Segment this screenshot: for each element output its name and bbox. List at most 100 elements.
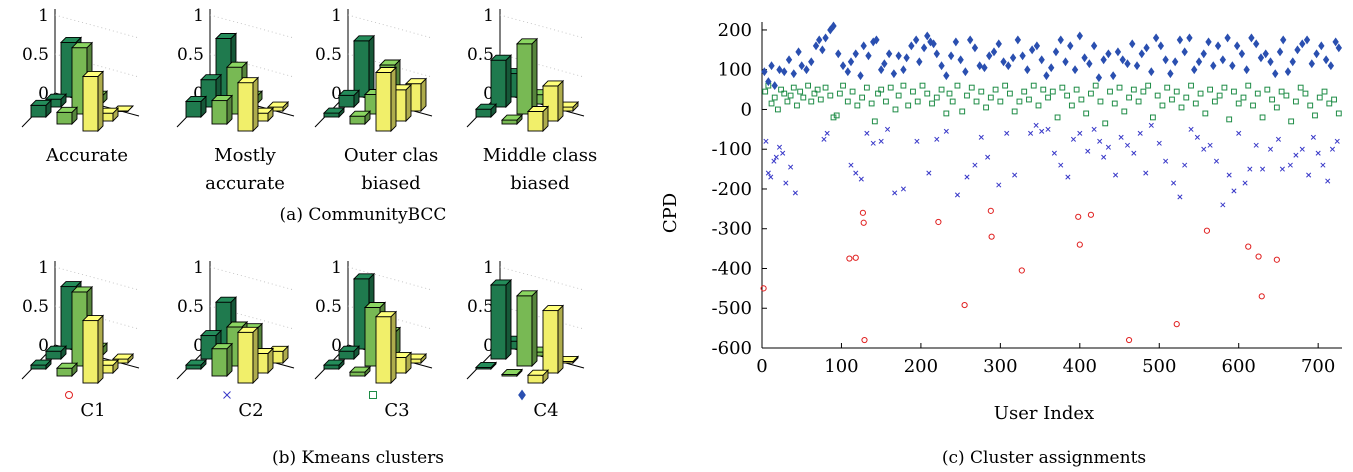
bar-r2-c1: [489, 278, 513, 361]
bar-r3-c3: [374, 310, 398, 385]
z-gridline: [54, 53, 140, 78]
bar-side-face: [252, 326, 259, 385]
point-c4: [1233, 41, 1241, 51]
point-c4: [1110, 71, 1117, 81]
point-c2-stroke: [864, 130, 870, 136]
bar-top-face: [44, 93, 68, 100]
point-c2-stroke: [1325, 178, 1331, 184]
point-c3: [781, 90, 788, 97]
point-c3: [800, 94, 807, 101]
bar-r3-c2: [348, 110, 372, 126]
subplot-label-a-2: accurate: [205, 173, 285, 194]
point-c4: [785, 55, 793, 65]
z-gridline: [499, 266, 585, 291]
point-c4: [1181, 47, 1188, 57]
point-c2-stroke: [926, 170, 932, 176]
point-c3: [1021, 88, 1028, 95]
point-c2: [1045, 126, 1051, 132]
point-c1: [859, 209, 867, 216]
subplot-a-1: 00.51: [21, 6, 140, 133]
point-c2-stroke: [1148, 122, 1154, 128]
point-c2: [780, 150, 786, 156]
point-c2: [824, 130, 830, 136]
point-c2: [954, 192, 961, 198]
point-c4: [790, 69, 797, 79]
point-c3: [887, 84, 894, 91]
bar-top-face: [210, 343, 234, 350]
y-tick-label: -300: [712, 219, 752, 240]
point-c2: [1124, 142, 1131, 148]
point-c2: [1259, 166, 1266, 172]
point-c4: [816, 35, 823, 45]
point-c2-stroke: [1231, 188, 1237, 194]
bar-front-face: [338, 350, 355, 360]
legend-label-c4: C4: [533, 400, 558, 421]
bar-front-face: [490, 59, 507, 108]
point-c2-stroke: [1143, 170, 1149, 176]
point-c4: [971, 43, 979, 53]
x-tick-label: 0: [756, 356, 767, 377]
bar-top-face: [55, 362, 79, 369]
bar-front-face: [56, 111, 73, 125]
z-gridline: [54, 305, 140, 330]
z-tick-label: 1: [483, 258, 494, 278]
point-c4: [930, 39, 937, 49]
point-c2: [1220, 202, 1226, 208]
z-tick-label: 0.5: [177, 45, 204, 65]
point-c2: [1188, 126, 1194, 132]
point-c4: [881, 59, 888, 69]
point-c4: [1028, 45, 1036, 55]
point-c2: [1315, 150, 1321, 156]
point-c4: [1152, 33, 1160, 43]
point-c4: [1129, 39, 1136, 49]
subplot-label-a-3: Outer clas: [344, 145, 438, 166]
point-c2: [763, 138, 769, 144]
bar-front-face: [501, 119, 518, 125]
z-gridline: [499, 14, 585, 39]
point-c1: [1173, 321, 1180, 328]
bar-top-face: [352, 273, 376, 280]
point-c2: [858, 176, 864, 182]
point-c2-stroke: [996, 182, 1002, 188]
point-c2-stroke: [1247, 166, 1253, 172]
point-c3: [762, 88, 769, 95]
point-c4: [1327, 61, 1335, 71]
point-c2: [1253, 142, 1259, 148]
point-c3: [1278, 88, 1285, 95]
point-c4: [1105, 49, 1112, 59]
point-c2: [1267, 146, 1274, 152]
point-c2-stroke: [1293, 152, 1299, 158]
point-c3: [987, 94, 994, 101]
bar-top-face: [374, 311, 398, 318]
legend-marker-c4-icon: [518, 389, 526, 401]
point-c2-stroke: [1220, 202, 1226, 208]
point-c2: [1320, 162, 1326, 168]
point-c3: [840, 82, 846, 89]
point-c3: [1297, 84, 1304, 91]
point-c3: [1169, 96, 1175, 103]
point-c2: [1085, 148, 1091, 154]
point-c2-stroke: [1329, 146, 1336, 152]
point-c3: [771, 94, 778, 101]
point-c4: [830, 21, 837, 31]
point-c3: [1054, 114, 1061, 121]
point-c2-stroke: [1320, 162, 1326, 168]
point-c3: [1302, 90, 1309, 97]
z-tick-label: 0: [38, 336, 49, 356]
x-tick-label: 300: [983, 356, 1017, 377]
point-c4: [1205, 37, 1212, 47]
bar-top-face: [348, 366, 372, 373]
legend-marker-c2-icon-stroke: [223, 391, 231, 399]
point-c4: [1272, 69, 1279, 79]
point-c3: [871, 118, 878, 125]
bar-r3-c3: [81, 70, 105, 133]
point-c3: [933, 94, 940, 101]
bar-top-face: [352, 35, 376, 42]
point-c3: [883, 98, 889, 105]
point-c4: [1014, 35, 1022, 45]
bar-top-face: [55, 106, 79, 113]
point-c4: [1299, 39, 1306, 49]
x-tick-label: 200: [904, 356, 938, 377]
point-c2: [1012, 172, 1018, 178]
bar-front-face: [211, 100, 228, 125]
